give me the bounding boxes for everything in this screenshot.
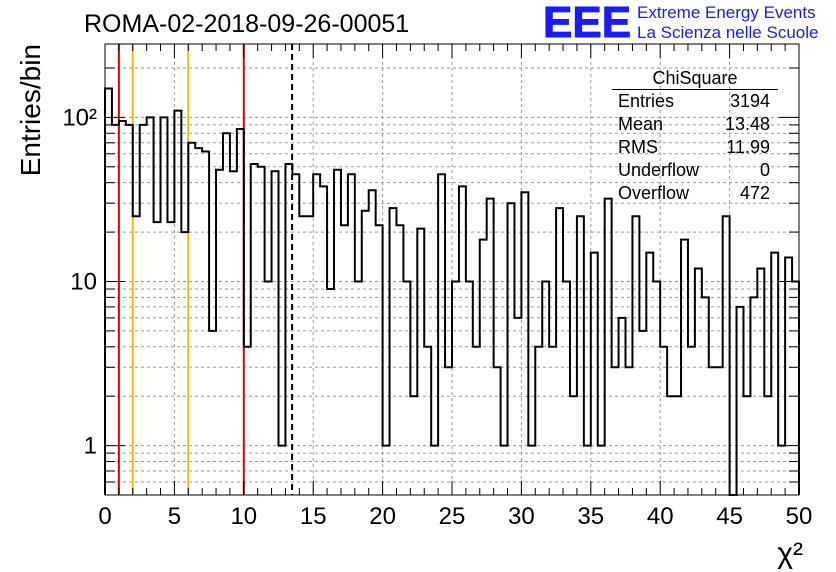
stats-row-value: 13.48	[724, 114, 770, 134]
stats-row-label: Mean	[618, 114, 664, 134]
stats-row-value: 0	[759, 160, 770, 180]
y-tick-label: 1	[84, 433, 97, 460]
histogram-outline	[104, 87, 800, 496]
stats-row-label: Underflow	[618, 160, 700, 180]
stats-row: Overflow 472	[612, 182, 778, 205]
stats-row-value: 472	[739, 183, 770, 203]
stats-box: ChiSquare Entries 3194 Mean 13.48 RMS 11.99 Un…	[612, 66, 778, 205]
x-tick-label: 20	[369, 503, 396, 530]
stats-title: ChiSquare	[652, 68, 738, 88]
x-tick-label: 10	[230, 503, 257, 530]
stats-row: Entries 3194	[612, 90, 778, 113]
x-tick-label: 5	[168, 503, 181, 530]
y-axis-label: Entries/bin	[15, 44, 46, 176]
eee-logo: EEE	[542, 0, 632, 48]
y-tick-label: 10	[70, 268, 97, 295]
x-tick-label: 45	[716, 503, 743, 530]
stats-divider	[612, 89, 778, 90]
stats-rows: Entries 3194 Mean 13.48 RMS 11.99 Underflow 0 Ov…	[612, 90, 778, 205]
x-tick-label: 15	[300, 503, 327, 530]
stats-row: Underflow 0	[612, 159, 778, 182]
stats-row-value: 3194	[729, 91, 770, 111]
grid-lines	[105, 44, 799, 495]
logo-tagline-1: Extreme Energy Events	[637, 3, 816, 22]
x-tick-label: 0	[98, 503, 111, 530]
stats-row-value: 11.99	[726, 137, 770, 157]
x-tick-label: 30	[508, 503, 535, 530]
stats-row: Mean 13.48	[612, 113, 778, 136]
x-axis-label: χ²	[777, 537, 803, 570]
stats-row-label: Overflow	[618, 183, 690, 203]
axis-ticks	[104, 44, 800, 496]
stats-row-label: RMS	[618, 137, 658, 157]
logo-tagline-2: La Scienza nelle Scuole	[637, 23, 819, 42]
axis-tick-labels: 0 5 10 15 20 25 30 35 40 45 50 1 10 10²	[62, 104, 812, 530]
x-tick-label: 35	[577, 503, 604, 530]
y-tick-label: 10²	[62, 104, 97, 131]
x-tick-label: 40	[647, 503, 674, 530]
x-tick-label: 25	[439, 503, 466, 530]
x-tick-label: 50	[786, 503, 813, 530]
plot-title: ROMA-02-2018-09-26-00051	[84, 10, 410, 38]
stats-row-label: Entries	[618, 91, 675, 111]
stats-row: RMS 11.99	[612, 136, 778, 159]
marker-lines	[117, 44, 294, 495]
